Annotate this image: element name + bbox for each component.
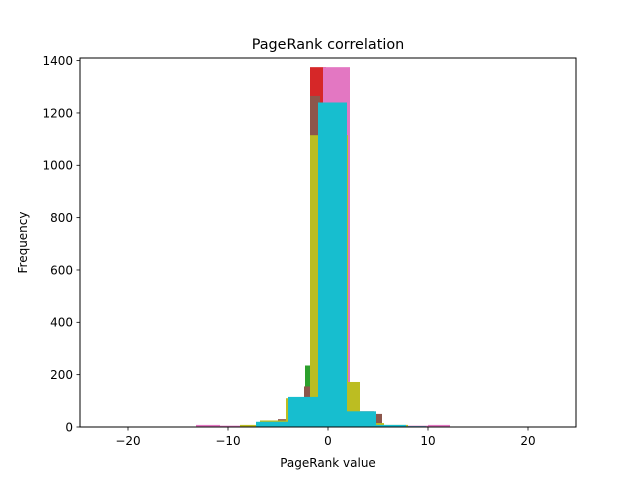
y-tick-label: 200 bbox=[50, 368, 73, 382]
plot-bars bbox=[196, 67, 450, 427]
x-tick-label: −10 bbox=[215, 434, 240, 448]
histogram-bar bbox=[428, 424, 450, 427]
y-axis: 0 200 400 600 800 1000 1200 1400 bbox=[42, 54, 80, 434]
y-tick-label: 400 bbox=[50, 316, 73, 330]
x-tick-label: −20 bbox=[115, 434, 140, 448]
y-tick-label: 0 bbox=[65, 420, 73, 434]
x-tick-label: 10 bbox=[420, 434, 435, 448]
histogram-bar bbox=[374, 413, 382, 427]
histogram-bar bbox=[318, 102, 347, 427]
chart-title: PageRank correlation bbox=[252, 37, 405, 53]
histogram-bar bbox=[256, 421, 288, 427]
x-tick-label: 0 bbox=[324, 434, 332, 448]
y-tick-label: 800 bbox=[50, 211, 73, 225]
y-tick-label: 600 bbox=[50, 263, 73, 277]
histogram-bar bbox=[288, 396, 318, 427]
histogram-bar bbox=[376, 424, 406, 427]
y-tick-label: 1400 bbox=[42, 54, 73, 68]
y-tick-label: 1200 bbox=[42, 106, 73, 120]
histogram-bar bbox=[347, 411, 376, 427]
histogram-bar bbox=[240, 424, 260, 427]
x-axis: −20 −10 0 10 20 bbox=[115, 427, 536, 448]
y-tick-label: 1000 bbox=[42, 159, 73, 173]
x-axis-label: PageRank value bbox=[280, 456, 376, 470]
y-axis-label: Frequency bbox=[16, 212, 30, 274]
x-tick-label: 20 bbox=[520, 434, 535, 448]
histogram-bar bbox=[196, 424, 220, 427]
